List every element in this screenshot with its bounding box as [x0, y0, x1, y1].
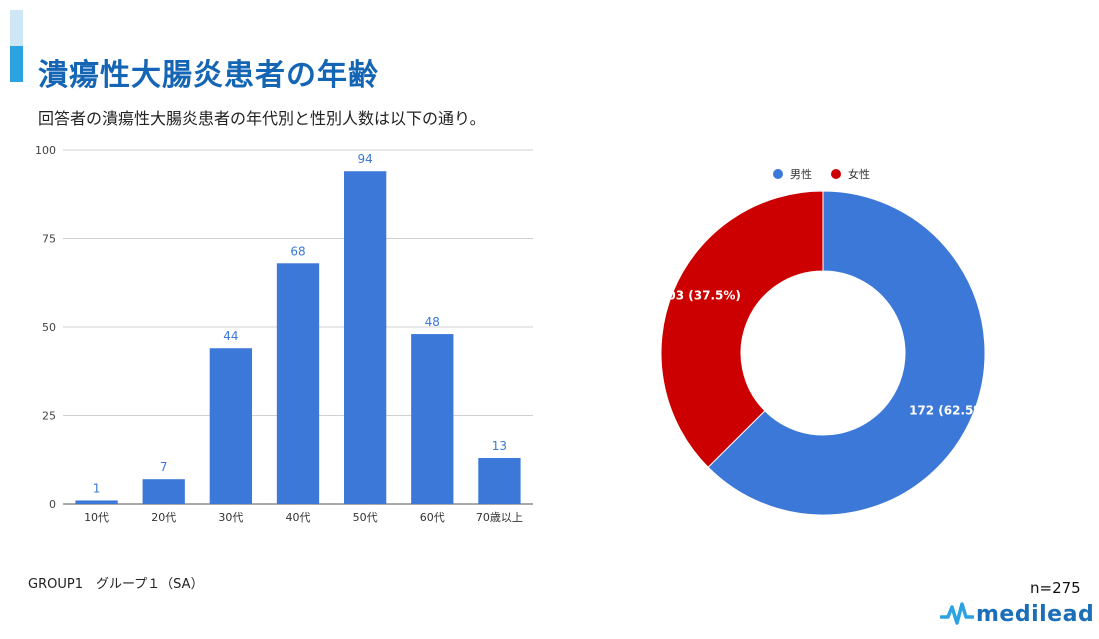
- slice-value-label: 103 (37.5%): [659, 288, 741, 302]
- slice-value-label: 172 (62.5%): [909, 404, 991, 418]
- logo-text: medilead: [976, 601, 1095, 627]
- y-tick-label: 50: [42, 321, 56, 334]
- y-tick-label: 100: [35, 144, 56, 157]
- bar: [209, 348, 253, 504]
- bar-value-label: 7: [160, 460, 168, 474]
- x-tick-label: 50代: [353, 511, 378, 524]
- y-tick-label: 25: [42, 410, 56, 423]
- x-tick-label: 10代: [84, 511, 109, 524]
- x-tick-label: 60代: [420, 511, 445, 524]
- x-tick-label: 40代: [286, 511, 311, 524]
- gender-donut-chart: 男性 女性 172 (62.5%) 103 (37.5%): [659, 167, 991, 516]
- medilead-logo: medilead: [940, 601, 1094, 627]
- pulse-icon: [940, 602, 974, 625]
- legend-marker: [773, 169, 783, 179]
- y-tick-label: 75: [42, 233, 56, 246]
- y-tick-label: 0: [49, 498, 56, 511]
- legend-label: 女性: [848, 167, 870, 181]
- title-accent-dark: [10, 46, 23, 82]
- bar-value-label: 1: [93, 481, 101, 495]
- bar-value-label: 68: [290, 244, 305, 258]
- bar-value-label: 13: [492, 439, 507, 453]
- bar: [411, 334, 454, 504]
- title-accent-light: [10, 10, 23, 46]
- legend-marker: [831, 169, 841, 179]
- donut-slice: [707, 190, 986, 516]
- bar: [343, 171, 387, 505]
- bar: [75, 500, 118, 504]
- bar: [478, 457, 521, 504]
- page-subtitle: 回答者の潰瘍性大腸炎患者の年代別と性別人数は以下の通り。: [38, 109, 486, 128]
- group-label: GROUP1 グループ１（SA）: [28, 577, 204, 592]
- sample-size: n=275: [1030, 579, 1081, 597]
- donut-slice: [660, 190, 824, 468]
- legend-label: 男性: [790, 167, 812, 181]
- bar-value-label: 94: [358, 152, 373, 166]
- x-tick-label: 30代: [218, 511, 243, 524]
- page-title: 潰瘍性大腸炎患者の年齢: [38, 58, 379, 93]
- bar-value-label: 44: [223, 329, 238, 343]
- bar-value-label: 48: [425, 315, 440, 329]
- bar: [142, 479, 185, 504]
- bar: [276, 263, 320, 504]
- age-bar-chart: 0 25 50 75 100 1 10代 7 20代 44 30代 68 40代 94 50代 48 60代 13…: [35, 144, 533, 524]
- x-tick-label: 20代: [151, 511, 176, 524]
- x-tick-label: 70歳以上: [476, 511, 523, 524]
